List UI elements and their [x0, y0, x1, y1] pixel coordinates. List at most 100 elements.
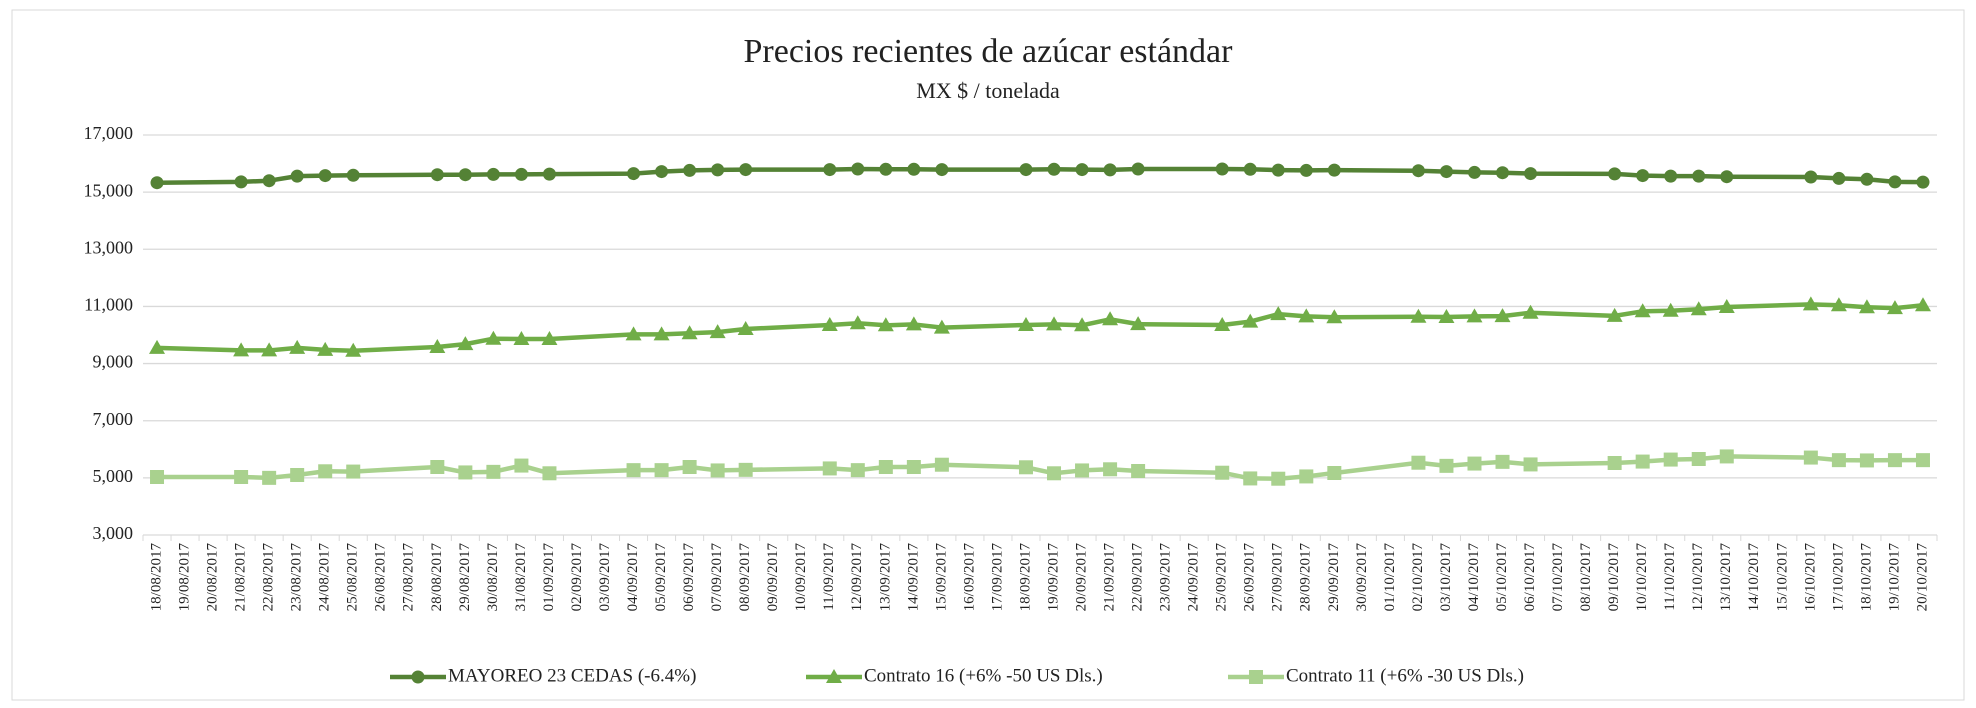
marker — [1214, 317, 1231, 331]
x-tick-label: 19/08/2017 — [176, 543, 192, 612]
marker — [879, 162, 893, 176]
marker — [1467, 456, 1482, 471]
legend-label: Contrato 16 (+6% -50 US Dls.) — [864, 665, 1103, 686]
marker — [1075, 163, 1089, 177]
marker — [514, 458, 529, 473]
marker — [1103, 462, 1118, 477]
x-tick-label: 06/09/2017 — [681, 543, 697, 612]
x-tick-label: 17/10/2017 — [1830, 543, 1846, 612]
marker — [681, 325, 698, 340]
marker — [1916, 175, 1930, 189]
marker — [711, 163, 725, 177]
x-tick-label: 09/09/2017 — [765, 543, 781, 612]
x-tick-label: 11/10/2017 — [1662, 543, 1678, 611]
marker — [850, 463, 865, 478]
y-tick-label: 3,000 — [93, 523, 134, 543]
marker — [1018, 460, 1033, 475]
marker — [1075, 463, 1090, 478]
marker — [683, 163, 697, 177]
x-tick-label: 16/10/2017 — [1802, 543, 1818, 612]
legend-label: Contrato 11 (+6% -30 US Dls.) — [1286, 665, 1524, 686]
marker — [821, 317, 838, 331]
marker — [933, 319, 950, 334]
marker — [1496, 166, 1510, 180]
x-tick-label: 18/10/2017 — [1858, 543, 1874, 612]
marker — [1438, 309, 1455, 323]
marker — [1692, 169, 1706, 183]
x-tick-label: 30/08/2017 — [485, 543, 501, 612]
x-tick-label: 02/10/2017 — [1410, 543, 1426, 612]
marker — [1859, 453, 1874, 468]
x-tick-label: 07/09/2017 — [709, 543, 725, 612]
x-tick-label: 27/09/2017 — [1270, 543, 1286, 612]
x-tick-label: 22/08/2017 — [261, 543, 277, 612]
marker — [1831, 453, 1846, 468]
marker — [262, 174, 276, 188]
marker — [1691, 452, 1706, 466]
y-tick-label: 11,000 — [84, 295, 133, 315]
marker — [1635, 454, 1650, 469]
marker — [907, 162, 921, 176]
x-tick-label: 17/09/2017 — [989, 543, 1005, 612]
marker — [429, 339, 446, 353]
x-tick-label: 25/08/2017 — [345, 543, 361, 612]
marker — [150, 176, 164, 190]
marker — [849, 315, 866, 330]
x-tick-label: 15/10/2017 — [1774, 543, 1790, 612]
marker — [514, 167, 528, 181]
x-tick-label: 15/09/2017 — [933, 543, 949, 612]
marker — [738, 462, 753, 477]
x-tick-label: 26/08/2017 — [373, 543, 389, 612]
marker — [878, 460, 893, 474]
x-tick-label: 19/09/2017 — [1045, 543, 1061, 612]
marker — [1915, 453, 1930, 468]
x-tick-label: 11/09/2017 — [821, 543, 837, 611]
marker — [935, 163, 949, 177]
marker — [627, 167, 641, 181]
marker — [345, 342, 362, 357]
marker — [149, 339, 166, 354]
marker — [1523, 457, 1538, 472]
marker — [458, 465, 473, 480]
marker — [1103, 163, 1117, 177]
marker — [1663, 452, 1678, 467]
marker — [430, 168, 444, 182]
marker — [625, 326, 642, 341]
marker — [1411, 164, 1425, 178]
chart-title: Precios recientes de azúcar estándar — [744, 33, 1234, 70]
x-tick-label: 28/08/2017 — [429, 543, 445, 612]
x-tick-label: 04/10/2017 — [1466, 543, 1482, 612]
marker — [1017, 317, 1034, 331]
marker — [262, 470, 277, 485]
marker — [1047, 466, 1062, 481]
y-tick-label: 7,000 — [93, 409, 134, 429]
marker — [1270, 306, 1287, 321]
marker — [261, 342, 278, 357]
marker — [1664, 169, 1678, 183]
marker — [1298, 308, 1315, 323]
marker — [1720, 170, 1734, 184]
x-tick-label: 29/09/2017 — [1326, 543, 1342, 612]
marker — [1719, 449, 1734, 464]
marker — [1439, 165, 1453, 179]
marker — [1802, 296, 1819, 311]
marker — [1019, 163, 1033, 177]
marker — [541, 331, 558, 345]
marker — [1326, 309, 1343, 324]
marker — [346, 464, 361, 479]
x-tick-label: 19/10/2017 — [1886, 543, 1902, 612]
marker — [542, 167, 556, 181]
x-tick-label: 13/10/2017 — [1718, 543, 1734, 612]
x-tick-label: 23/09/2017 — [1158, 543, 1174, 612]
x-tick-label: 31/08/2017 — [513, 543, 529, 612]
marker — [1102, 311, 1119, 326]
marker — [1634, 303, 1651, 318]
marker — [905, 316, 922, 331]
x-tick-label: 12/10/2017 — [1690, 543, 1706, 612]
x-tick-label: 09/10/2017 — [1606, 543, 1622, 612]
marker — [739, 163, 753, 177]
marker — [1271, 163, 1285, 177]
marker — [1606, 307, 1623, 322]
marker — [1131, 162, 1145, 176]
